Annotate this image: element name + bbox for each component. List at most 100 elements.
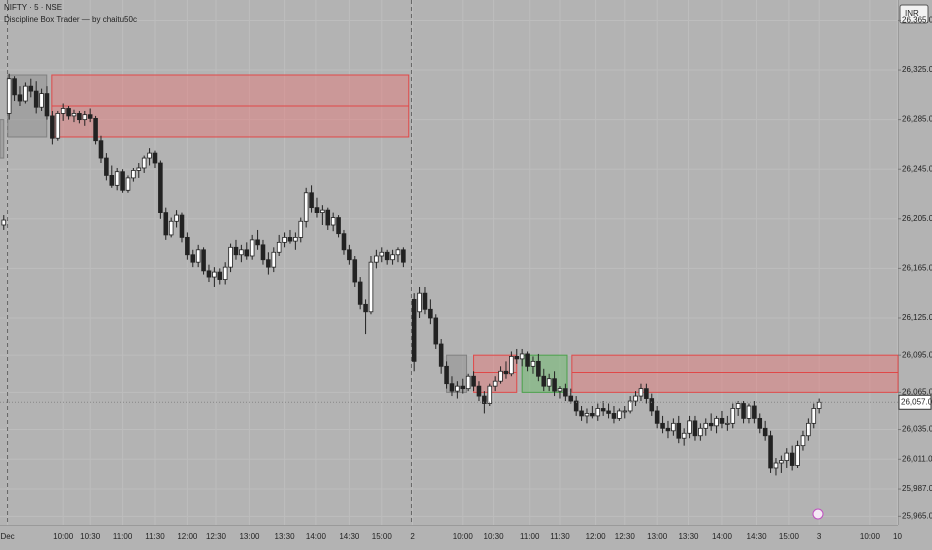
candle-body xyxy=(789,452,795,466)
candle-body xyxy=(174,214,179,222)
candle-body xyxy=(671,422,676,432)
x-tick-label: 10:00 xyxy=(453,532,474,541)
candle-body xyxy=(768,435,773,469)
candle-body xyxy=(368,261,374,313)
candle-body xyxy=(509,356,514,375)
candle-body xyxy=(465,375,471,390)
candle-body xyxy=(87,114,93,119)
candle-body xyxy=(806,422,811,437)
candle-body xyxy=(109,175,115,186)
candle-body xyxy=(487,385,493,404)
candle-body xyxy=(503,370,509,375)
candle-body xyxy=(611,413,617,419)
candle-body xyxy=(482,395,487,404)
candle-body xyxy=(703,422,709,429)
x-tick-label: 12:30 xyxy=(615,532,636,541)
candle-body xyxy=(552,378,557,392)
candle-body xyxy=(212,271,217,278)
candle-body xyxy=(687,420,692,434)
candle-body xyxy=(519,353,525,360)
candle-body xyxy=(779,460,784,464)
y-tick-label: 26,065.00 xyxy=(902,387,932,396)
candle-body xyxy=(606,410,611,414)
candle-body xyxy=(77,113,82,121)
candle-body xyxy=(233,246,239,256)
candle-body xyxy=(725,422,730,425)
candle-body xyxy=(433,317,439,345)
candle-body xyxy=(579,410,584,417)
last-price-tag xyxy=(898,394,932,410)
y-tick-label: 26,325.00 xyxy=(902,65,932,74)
candle-body xyxy=(330,217,336,226)
candle-body xyxy=(563,388,568,397)
candle-body xyxy=(401,249,406,263)
x-tick-label: 14:00 xyxy=(712,532,733,541)
candle-body xyxy=(152,152,158,164)
candle-body xyxy=(276,241,282,253)
candle-body xyxy=(347,249,352,261)
x-tick-label: 2 xyxy=(410,532,415,541)
candle-body xyxy=(168,220,174,236)
candle-body xyxy=(23,85,28,102)
candle-body xyxy=(644,388,649,399)
currency-box[interactable] xyxy=(899,4,929,24)
x-tick-label: 12:00 xyxy=(177,532,198,541)
candle-body xyxy=(460,385,466,390)
currency[interactable]: INR xyxy=(905,9,919,18)
candle-body xyxy=(595,408,601,417)
candle-body xyxy=(17,94,23,102)
x-tick-label: 10:30 xyxy=(80,532,101,541)
candle-body xyxy=(363,303,368,313)
candle-body xyxy=(660,422,665,429)
candle-body xyxy=(314,207,320,214)
candle-body xyxy=(374,255,379,263)
candle-body xyxy=(730,408,736,424)
candle-body xyxy=(757,417,763,429)
x-tick-label: 10:00 xyxy=(53,532,74,541)
candle-body xyxy=(249,239,255,257)
candle-body xyxy=(39,93,44,108)
y-tick-label: 25,965.00 xyxy=(902,511,932,520)
y-tick-label: 26,035.00 xyxy=(902,425,932,434)
candle-body xyxy=(201,249,206,272)
candle-body xyxy=(681,432,687,439)
candle-body xyxy=(649,398,655,412)
y-tick-label: 26,365.00 xyxy=(902,16,932,25)
candle-body xyxy=(352,259,358,283)
candle-body xyxy=(546,378,552,387)
candle-body xyxy=(455,385,460,392)
candle-body xyxy=(665,427,671,432)
candle-body xyxy=(325,209,331,226)
candle-body xyxy=(125,177,131,191)
event-icon[interactable] xyxy=(812,508,824,520)
x-tick-label: 11:30 xyxy=(145,532,165,541)
candle-body xyxy=(293,236,298,242)
candle-body xyxy=(714,417,719,427)
candle-body xyxy=(638,388,644,397)
zone-box xyxy=(0,119,5,159)
candle-body xyxy=(136,167,142,171)
candle-body xyxy=(255,239,260,246)
candle-body xyxy=(541,375,547,387)
zone-box xyxy=(571,354,899,393)
last-price-label: 26,057.00 xyxy=(901,397,932,406)
candle-body xyxy=(719,417,725,424)
candle-body xyxy=(82,114,88,121)
candle-body xyxy=(98,140,104,159)
candle-body xyxy=(114,171,120,186)
candle-body xyxy=(773,462,779,469)
candle-body xyxy=(1,219,7,226)
candle-body xyxy=(698,427,703,437)
y-tick-label: 26,205.00 xyxy=(902,214,932,223)
x-tick-label: 13:00 xyxy=(647,532,668,541)
x-tick-label: 10:30 xyxy=(484,532,505,541)
candle-body xyxy=(195,249,201,263)
candle-body xyxy=(244,249,250,257)
candle-body xyxy=(573,400,579,412)
x-tick-label: 11:00 xyxy=(113,532,133,541)
candle-body xyxy=(568,395,574,402)
candle-body xyxy=(309,192,314,209)
x-tick-label: 10:00 xyxy=(860,532,881,541)
